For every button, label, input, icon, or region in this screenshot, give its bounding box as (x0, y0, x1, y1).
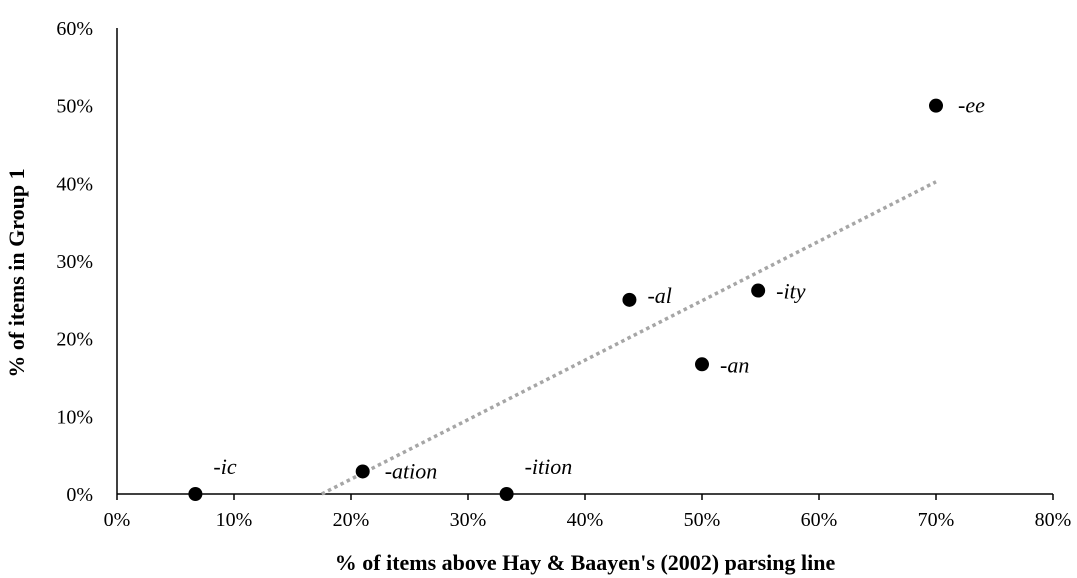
x-tick-label: 80% (1035, 509, 1072, 531)
data-point (188, 487, 203, 501)
data-point-label: -an (720, 352, 749, 377)
x-tick-label: 10% (216, 509, 253, 531)
y-tick-label: 10% (56, 406, 93, 428)
x-tick-label: 20% (333, 509, 370, 531)
y-tick-label: 30% (56, 251, 93, 273)
axes (116, 28, 1053, 495)
x-tick-label: 50% (684, 509, 721, 531)
x-axis-ticks: 0% 10% 20% 30% 40% 50% 60% 70% 80% (104, 494, 1072, 531)
data-point-label: -ity (776, 279, 806, 304)
y-tick-label: 20% (56, 329, 93, 351)
y-tick-label: 50% (56, 96, 93, 118)
x-tick-label: 70% (918, 509, 955, 531)
data-point-label: -ee (958, 93, 985, 118)
x-tick-label: 60% (801, 509, 838, 531)
y-axis-title: % of items in Group 1 (4, 168, 29, 377)
data-point (751, 283, 766, 298)
trendline (320, 180, 937, 496)
data-point (355, 464, 370, 479)
data-point-label: -ic (213, 454, 236, 479)
y-tick-label: 40% (56, 173, 93, 195)
x-axis-title: % of items above Hay & Baayen's (2002) p… (335, 550, 836, 575)
x-tick-label: 40% (567, 509, 604, 531)
data-point-label: -al (647, 283, 671, 308)
x-tick-label: 0% (104, 509, 131, 531)
data-point (695, 357, 709, 372)
y-tick-label: 0% (66, 484, 93, 506)
data-points: -ic -ation -ition -al -an -ity -ee (188, 93, 985, 501)
data-point-label: -ation (385, 458, 438, 483)
data-point (499, 487, 514, 501)
data-point-label: -ition (525, 454, 573, 479)
data-point (929, 98, 943, 113)
y-tick-label: 60% (56, 18, 93, 40)
y-axis-ticks: 0% 10% 20% 30% 40% 50% 60% (56, 18, 93, 506)
data-point (622, 292, 637, 307)
x-tick-label: 30% (450, 509, 487, 531)
